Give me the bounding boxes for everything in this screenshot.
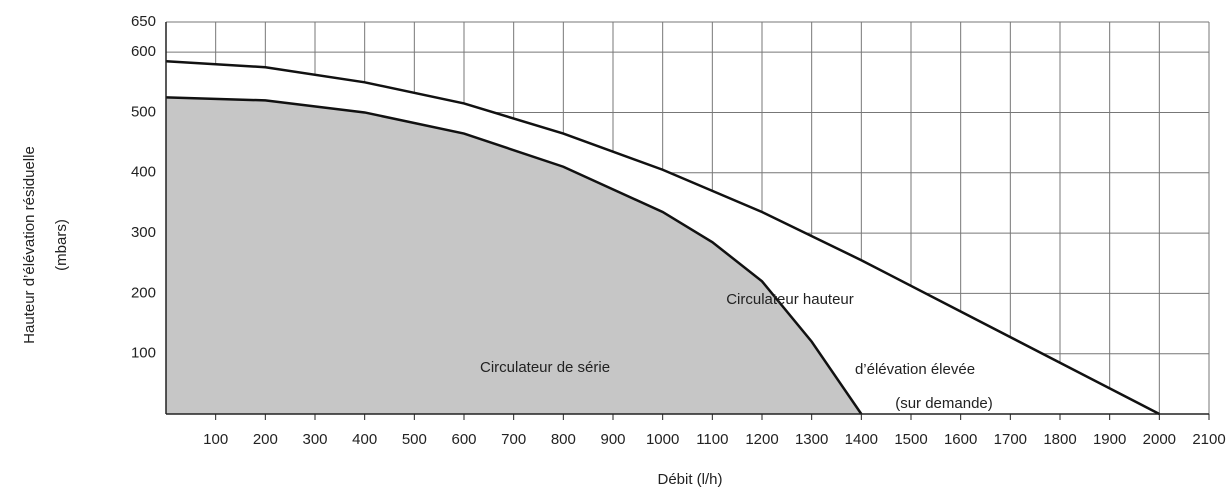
y-axis-label: (mbars) (53, 219, 70, 271)
x-tick-label: 1000 (646, 431, 679, 448)
line (165, 59, 1160, 416)
x-tick-label: 1400 (845, 431, 878, 448)
y-axis-label: Hauteur d’élévation résiduelle (21, 146, 38, 344)
y-tick-label: 300 (131, 224, 156, 241)
series-label: d’élévation élevée (855, 361, 975, 378)
x-tick-label: 1900 (1093, 431, 1126, 448)
x-tick-label: 1300 (795, 431, 828, 448)
series-label: (sur demande) (895, 395, 993, 412)
x-tick-label: 1600 (944, 431, 977, 448)
x-tick-label: 1100 (696, 431, 728, 448)
x-tick-label: 2100 (1192, 431, 1225, 448)
x-tick-label: 300 (302, 431, 327, 448)
line (165, 96, 863, 415)
y-tick-label: 600 (131, 43, 156, 60)
x-axis-label: Débit (l/h) (657, 471, 722, 488)
x-tick-label: 1200 (745, 431, 778, 448)
x-tick-label: 700 (501, 431, 526, 448)
y-tick-label: 400 (131, 164, 156, 181)
x-tick-label: 500 (402, 431, 427, 448)
x-tick-label: 2000 (1143, 431, 1176, 448)
x-tick-label: 1800 (1043, 431, 1076, 448)
area (166, 97, 862, 414)
plot: 100 200 300 400 500 600 650 100 200 300 400 500 600 7… (131, 13, 1226, 448)
x-tick-label: 1700 (994, 431, 1027, 448)
x-tick-label: 600 (451, 431, 476, 448)
x-tick-label: 100 (203, 431, 228, 448)
x-tick-label: 1500 (894, 431, 927, 448)
x-tick-label: 900 (600, 431, 625, 448)
y-tick-label: 100 (131, 345, 156, 362)
y-tick-label: 200 (131, 284, 156, 301)
series-label: Circulateur de série (480, 359, 610, 376)
x-tick-label: 400 (352, 431, 377, 448)
x-tick-label: 800 (551, 431, 576, 448)
series-label: Circulateur hauteur (726, 291, 854, 308)
y-tick-label: 500 (131, 103, 156, 120)
x-tick-label: 200 (253, 431, 278, 448)
y-tick-label: 650 (131, 13, 156, 30)
